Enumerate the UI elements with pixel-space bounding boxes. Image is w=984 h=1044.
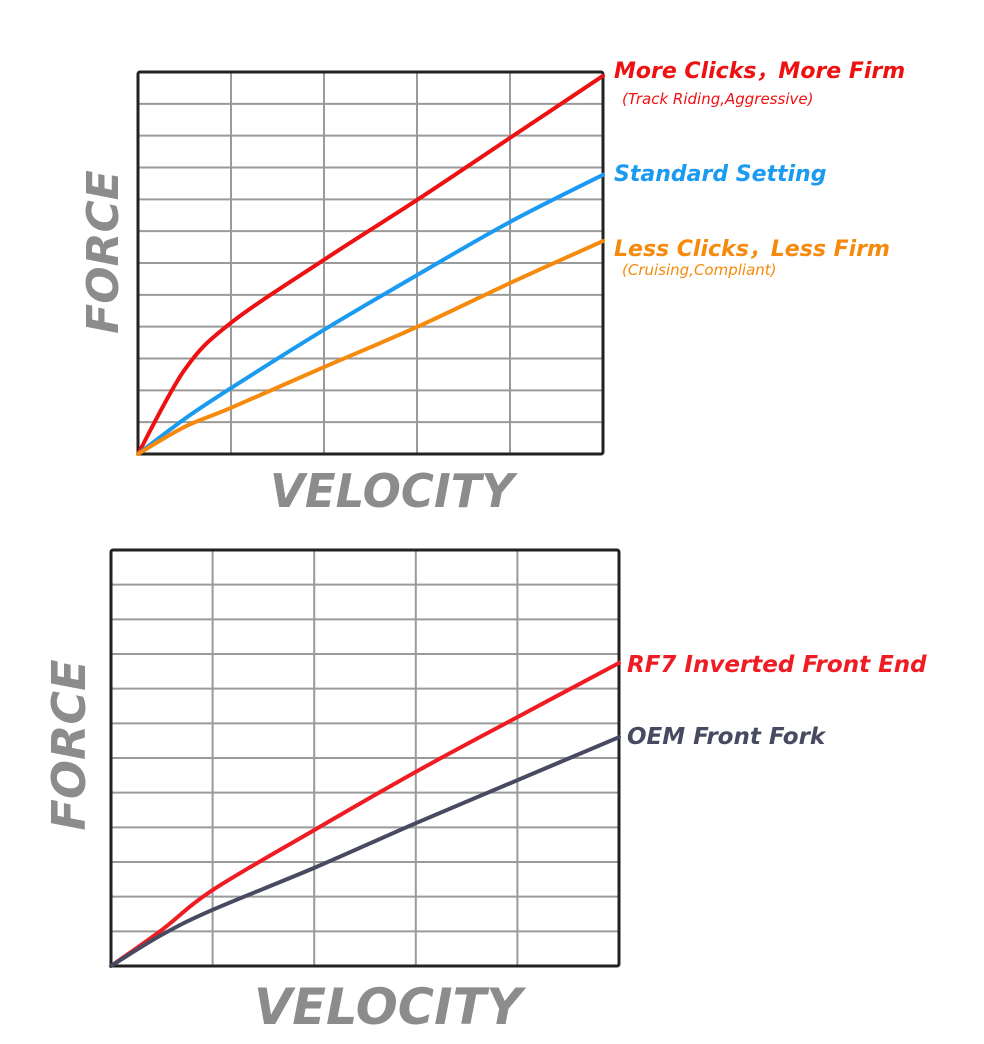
bottom-chart xyxy=(109,548,621,968)
legend-less-firm: Less Clicks，Less Firm xyxy=(614,237,890,262)
plot-frame xyxy=(109,548,621,968)
legend-rf7-inverted-front-end: RF7 Inverted Front End xyxy=(627,652,927,678)
legend-standard-setting: Standard Setting xyxy=(614,162,827,187)
legend-more-firm: More Clicks，More Firm xyxy=(614,59,906,84)
legend-oem-front-fork: OEM Front Fork xyxy=(627,724,826,750)
bottom-x-axis-label: VELOCITY xyxy=(254,978,527,1036)
bottom-y-axis-label: FORCE xyxy=(42,659,96,830)
top-x-axis-label: VELOCITY xyxy=(270,464,519,518)
legend-more-firm-note: (Track Riding,Aggressive) xyxy=(622,90,814,108)
series-line xyxy=(136,73,605,456)
plot-frame xyxy=(136,70,605,456)
legend-less-firm-note: (Cruising,Compliant) xyxy=(622,261,777,279)
series-line xyxy=(136,239,605,456)
top-chart xyxy=(136,70,605,456)
series-line xyxy=(109,661,621,968)
series-line xyxy=(109,735,621,968)
series-line xyxy=(136,172,605,456)
top-y-axis-label: FORCE xyxy=(78,170,129,334)
